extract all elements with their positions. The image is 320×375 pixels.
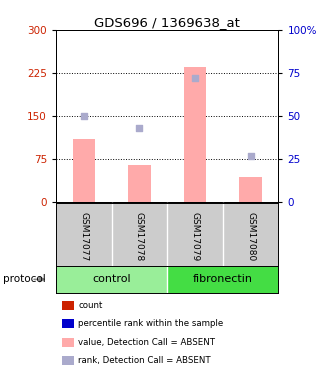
Point xyxy=(81,113,86,119)
Point xyxy=(248,153,253,159)
Text: fibronectin: fibronectin xyxy=(193,274,253,284)
Bar xyxy=(239,177,262,203)
Title: GDS696 / 1369638_at: GDS696 / 1369638_at xyxy=(94,16,240,29)
Text: control: control xyxy=(92,274,131,284)
Text: protocol: protocol xyxy=(3,274,46,284)
Text: percentile rank within the sample: percentile rank within the sample xyxy=(78,319,224,328)
Bar xyxy=(128,165,150,202)
Bar xyxy=(73,139,95,202)
Text: count: count xyxy=(78,301,103,310)
Bar xyxy=(167,266,278,292)
Point xyxy=(137,125,142,131)
Text: GSM17078: GSM17078 xyxy=(135,212,144,261)
Text: rank, Detection Call = ABSENT: rank, Detection Call = ABSENT xyxy=(78,356,211,365)
Bar xyxy=(56,266,167,292)
Text: GSM17079: GSM17079 xyxy=(190,212,199,261)
Text: GSM17077: GSM17077 xyxy=(79,212,88,261)
Bar xyxy=(184,68,206,203)
Text: value, Detection Call = ABSENT: value, Detection Call = ABSENT xyxy=(78,338,215,346)
Text: GSM17080: GSM17080 xyxy=(246,212,255,261)
Point xyxy=(192,75,197,81)
